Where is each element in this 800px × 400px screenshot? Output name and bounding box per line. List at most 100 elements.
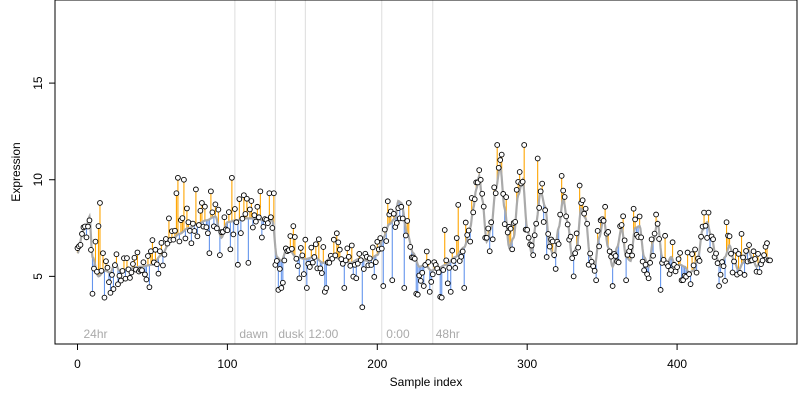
data-point xyxy=(323,285,330,291)
data-point xyxy=(188,240,195,247)
data-point xyxy=(401,285,408,291)
data-point xyxy=(479,190,486,197)
data-point xyxy=(402,232,409,239)
data-point xyxy=(341,285,348,291)
data-point xyxy=(707,247,713,253)
data-point xyxy=(149,237,156,243)
data-point xyxy=(209,209,216,216)
data-point xyxy=(441,227,448,233)
data-point xyxy=(378,245,385,252)
data-point xyxy=(761,252,767,258)
data-point xyxy=(693,269,700,276)
data-point xyxy=(308,244,315,251)
data-point xyxy=(740,254,746,261)
data-point xyxy=(576,182,583,189)
data-point xyxy=(491,184,498,191)
data-point xyxy=(540,219,547,225)
data-point xyxy=(377,235,384,241)
data-point xyxy=(288,245,295,252)
data-point xyxy=(175,174,181,181)
data-point xyxy=(405,200,412,206)
data-point xyxy=(731,258,737,265)
data-point xyxy=(303,285,310,291)
data-point xyxy=(244,195,250,202)
data-point xyxy=(344,245,351,252)
data-point xyxy=(417,278,424,284)
data-point xyxy=(650,252,656,259)
data-point xyxy=(357,257,364,263)
data-point xyxy=(155,270,162,277)
data-point xyxy=(399,215,406,222)
data-point xyxy=(134,249,141,256)
data-point xyxy=(738,230,745,237)
data-point xyxy=(333,230,340,237)
data-point xyxy=(176,238,183,245)
data-point xyxy=(677,250,683,256)
data-point xyxy=(569,255,576,262)
data-point xyxy=(669,239,676,246)
data-point xyxy=(230,231,237,238)
data-point xyxy=(241,192,247,199)
data-point xyxy=(722,278,728,284)
data-point xyxy=(268,214,274,221)
data-point xyxy=(546,243,553,250)
condition-label: 12:00 xyxy=(308,327,338,341)
data-point xyxy=(645,275,652,282)
data-point xyxy=(746,242,752,248)
data-point xyxy=(215,206,222,213)
data-point xyxy=(100,250,106,257)
data-point xyxy=(393,220,400,226)
data-point xyxy=(86,217,93,224)
data-point xyxy=(621,237,628,244)
data-point xyxy=(486,248,493,255)
data-point xyxy=(587,250,593,257)
data-point xyxy=(560,187,567,194)
data-point xyxy=(85,223,91,230)
data-point xyxy=(600,217,607,224)
data-point xyxy=(287,233,294,239)
x-tick-label: 200 xyxy=(367,357,387,371)
data-point xyxy=(160,262,166,269)
data-point xyxy=(501,221,508,227)
data-point xyxy=(124,255,130,261)
data-point xyxy=(293,255,300,262)
data-point xyxy=(582,205,589,212)
data-point xyxy=(702,222,709,229)
data-point xyxy=(354,260,361,267)
y-axis-title: Expression xyxy=(9,142,23,201)
data-point xyxy=(728,250,734,257)
data-point xyxy=(687,281,694,287)
data-point xyxy=(488,219,495,226)
data-point xyxy=(714,260,721,266)
data-point xyxy=(92,238,99,245)
data-point xyxy=(297,245,304,251)
data-point xyxy=(251,212,258,218)
data-point xyxy=(503,194,510,200)
data-point xyxy=(236,196,243,202)
data-point xyxy=(447,288,454,295)
data-point xyxy=(636,213,643,220)
data-point xyxy=(145,253,151,259)
data-point xyxy=(596,243,602,250)
condition-label: 48hr xyxy=(436,327,460,341)
data-point xyxy=(309,259,316,266)
data-point xyxy=(311,254,318,260)
data-point xyxy=(191,228,198,234)
data-point xyxy=(194,233,201,240)
data-point xyxy=(89,290,96,297)
data-point xyxy=(115,281,121,288)
data-point xyxy=(485,225,492,232)
data-point xyxy=(404,218,411,224)
data-point xyxy=(537,188,544,195)
data-point xyxy=(179,215,186,221)
data-point xyxy=(203,224,210,231)
data-point xyxy=(184,205,190,212)
data-point xyxy=(720,263,727,270)
data-point xyxy=(726,233,733,240)
data-point xyxy=(536,205,543,211)
data-point xyxy=(507,225,514,232)
data-points xyxy=(74,142,773,311)
data-point xyxy=(632,216,638,223)
data-point xyxy=(471,196,478,203)
data-point xyxy=(106,279,112,286)
